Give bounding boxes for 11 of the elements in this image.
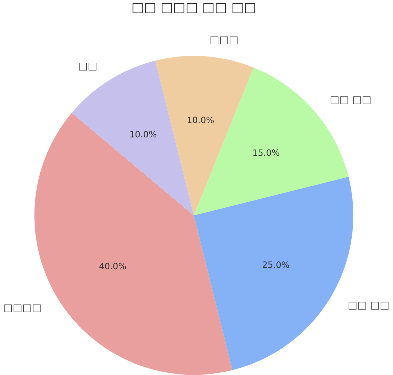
slice-label: □□□: [210, 36, 238, 44]
data-label: 15.0%: [254, 150, 280, 156]
slice-label: □□ □□: [330, 96, 371, 104]
data-label: 10.0%: [188, 116, 214, 124]
chart-title: □□ □□□ □□ □□: [132, 3, 256, 14]
slice-label: □□□□: [4, 304, 41, 312]
data-label: 25.0%: [263, 262, 290, 268]
data-label: 40.0%: [100, 263, 126, 270]
slice-label: □□ □□: [348, 302, 389, 310]
slice-label: □□: [79, 62, 97, 71]
data-label: 10.0%: [130, 131, 157, 138]
